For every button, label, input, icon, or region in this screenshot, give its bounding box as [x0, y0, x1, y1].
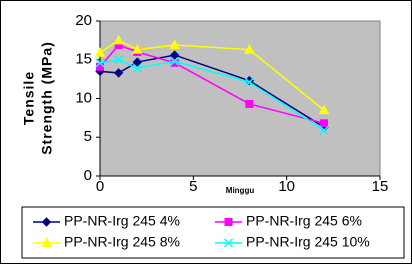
series-line	[99, 58, 325, 131]
legend-label: PP-NR-Irg 245 10%	[246, 234, 370, 250]
marker	[223, 238, 234, 248]
y-tick-label: 0	[84, 167, 92, 184]
marker	[94, 47, 106, 57]
x-tick-label: 15	[372, 178, 389, 195]
marker	[95, 58, 105, 68]
y-tick-label: 20	[75, 12, 92, 29]
x-tick-label: 5	[189, 178, 197, 195]
x-tick-label: 10	[278, 178, 295, 195]
x-tick-label: 0	[96, 178, 104, 195]
marker	[170, 56, 180, 66]
legend-label: PP-NR-Irg 245 6%	[246, 213, 362, 229]
marker	[131, 44, 143, 54]
marker	[319, 125, 329, 135]
marker	[41, 217, 52, 227]
y-tick-label: 10	[75, 89, 92, 106]
marker	[320, 119, 328, 128]
y-axis-label: Tensile Strength (MPa)	[21, 41, 55, 155]
marker	[169, 39, 181, 50]
marker	[132, 57, 143, 67]
y-axis-label-line: Strength (MPa)	[39, 41, 55, 155]
marker	[113, 68, 124, 78]
marker	[41, 237, 52, 247]
marker	[318, 104, 330, 115]
marker	[114, 55, 124, 65]
marker	[243, 44, 255, 54]
marker	[113, 34, 125, 45]
marker	[132, 63, 142, 73]
legend-label: PP-NR-Irg 245 8%	[64, 234, 180, 250]
marker	[224, 218, 233, 226]
marker	[245, 99, 254, 108]
x-axis-label: Minggu	[226, 186, 255, 195]
y-tick-label: 5	[84, 128, 92, 145]
y-axis-label-line: Tensile	[21, 71, 37, 125]
y-tick-label: 15	[75, 51, 92, 68]
legend	[21, 206, 405, 259]
marker	[244, 77, 254, 87]
legend-label: PP-NR-Irg 245 4%	[64, 213, 180, 229]
